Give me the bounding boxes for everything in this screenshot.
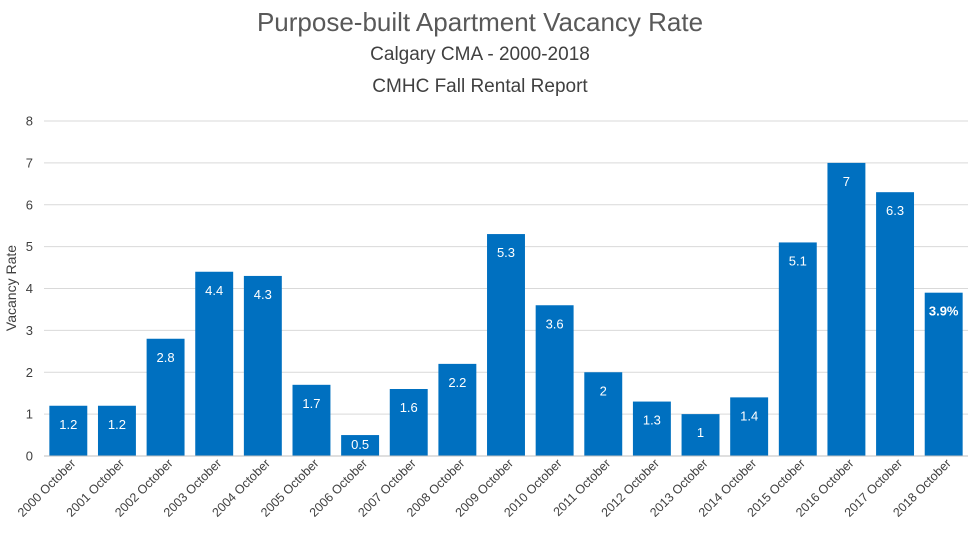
data-label: 1.6 bbox=[400, 400, 418, 415]
y-tick-label: 3 bbox=[26, 323, 33, 338]
y-tick-label: 4 bbox=[26, 281, 33, 296]
bar bbox=[97, 405, 136, 456]
bar bbox=[535, 305, 574, 456]
y-tick-label: 2 bbox=[26, 365, 33, 380]
bar bbox=[584, 372, 623, 456]
bar bbox=[341, 435, 380, 456]
bar bbox=[49, 405, 88, 456]
y-tick-label: 1 bbox=[26, 407, 33, 422]
bar bbox=[778, 242, 817, 456]
bar bbox=[438, 363, 477, 456]
data-label: 1 bbox=[697, 425, 704, 440]
bar bbox=[146, 338, 185, 456]
bar bbox=[195, 271, 234, 456]
bar bbox=[292, 384, 331, 456]
y-axis-ticks: 0 1 2 3 4 5 6 7 8 bbox=[26, 114, 33, 464]
y-tick-label: 5 bbox=[26, 239, 33, 254]
y-tick-label: 0 bbox=[26, 449, 33, 464]
y-tick-label: 6 bbox=[26, 197, 33, 212]
data-label: 1.4 bbox=[740, 408, 758, 423]
data-label: 3.6 bbox=[546, 316, 564, 331]
data-label: 2.2 bbox=[448, 375, 466, 390]
data-label: 2.8 bbox=[157, 350, 175, 365]
data-label: 1.2 bbox=[59, 417, 77, 432]
bar bbox=[389, 389, 428, 456]
bar bbox=[876, 192, 915, 456]
data-label: 2 bbox=[600, 383, 607, 398]
data-label: 5.1 bbox=[789, 253, 807, 268]
data-label: 6.3 bbox=[886, 203, 904, 218]
data-label: 1.3 bbox=[643, 413, 661, 428]
bars: 1.2 1.2 2.8 4.4 4.3 1.7 0.5 1.6 2.2 5.3 3.6 2 1.3 1 1.… bbox=[49, 162, 963, 456]
y-tick-label: 7 bbox=[26, 155, 33, 170]
chart-subtitle-1: Calgary CMA - 2000-2018 bbox=[370, 44, 590, 65]
bar bbox=[632, 401, 671, 456]
y-tick-label: 8 bbox=[26, 114, 33, 129]
data-label: 4.3 bbox=[254, 287, 272, 302]
bar bbox=[681, 414, 720, 456]
y-axis-label: Vacancy Rate bbox=[3, 245, 19, 331]
data-label: 5.3 bbox=[497, 245, 515, 260]
bar bbox=[243, 275, 282, 456]
data-label: 7 bbox=[843, 174, 850, 189]
data-label: 3.9% bbox=[929, 304, 959, 319]
data-label: 4.4 bbox=[205, 283, 223, 298]
chart-title: Purpose-built Apartment Vacancy Rate bbox=[257, 7, 703, 37]
data-label: 0.5 bbox=[351, 437, 369, 452]
chart-subtitle-2: CMHC Fall Rental Report bbox=[372, 76, 588, 97]
bar bbox=[487, 234, 525, 456]
data-label: 1.2 bbox=[108, 417, 126, 432]
bar bbox=[730, 397, 769, 456]
bar bbox=[924, 292, 963, 456]
bar bbox=[827, 162, 866, 456]
data-label: 1.7 bbox=[302, 396, 320, 411]
